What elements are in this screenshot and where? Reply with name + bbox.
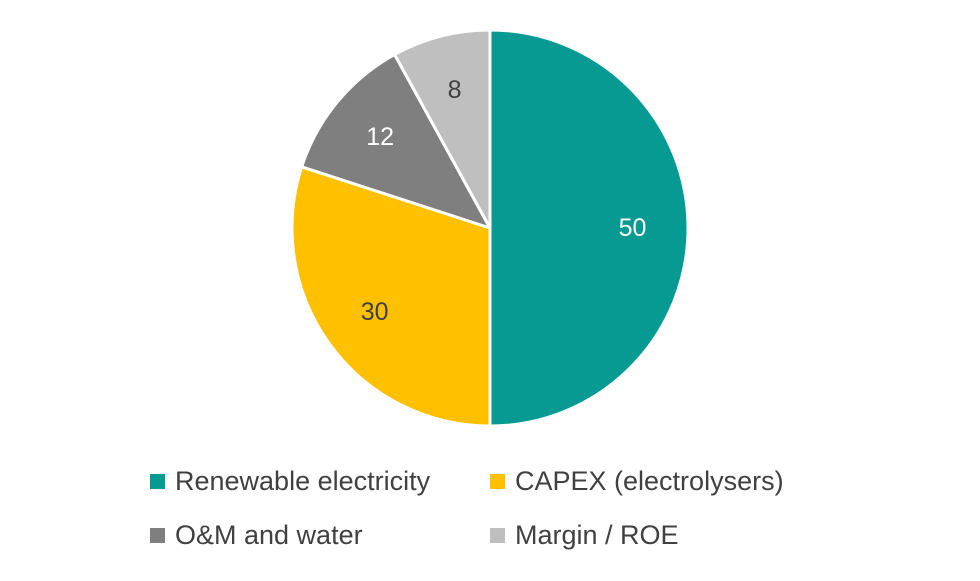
legend-swatch-om-and-water (150, 527, 165, 543)
data-label-capex-electrolysers: 30 (361, 298, 389, 326)
legend-label-capex: CAPEX (electrolysers) (515, 465, 784, 496)
legend-item-margin-roe: Margin / ROE (490, 520, 830, 550)
legend-swatch-capex (490, 473, 505, 489)
pie-slice-capex-electrolysers (290, 165, 492, 428)
legend-label-om-and-water: O&M and water (175, 519, 363, 550)
legend-label-renewable-electricity: Renewable electricity (175, 465, 431, 496)
pie-slice-renewable-electricity (488, 28, 690, 428)
legend: Renewable electricity CAPEX (electrolyse… (0, 466, 980, 550)
pie-slice-o-m-and-water (300, 52, 492, 230)
pie-slice-margin-roe (393, 28, 492, 230)
legend-item-om-and-water: O&M and water (150, 520, 490, 550)
pie-data-labels: 50 30 12 8 (361, 76, 647, 326)
legend-item-renewable-electricity: Renewable electricity (150, 466, 490, 496)
legend-swatch-margin-roe (490, 527, 505, 543)
data-label-o-m-and-water: 12 (366, 123, 394, 151)
legend-swatch-renewable-electricity (150, 473, 165, 489)
legend-item-capex: CAPEX (electrolysers) (490, 466, 830, 496)
data-label-renewable-electricity: 50 (619, 214, 647, 242)
data-label-margin-roe: 8 (448, 76, 462, 104)
pie-slices (290, 28, 690, 428)
legend-label-margin-roe: Margin / ROE (515, 519, 679, 550)
